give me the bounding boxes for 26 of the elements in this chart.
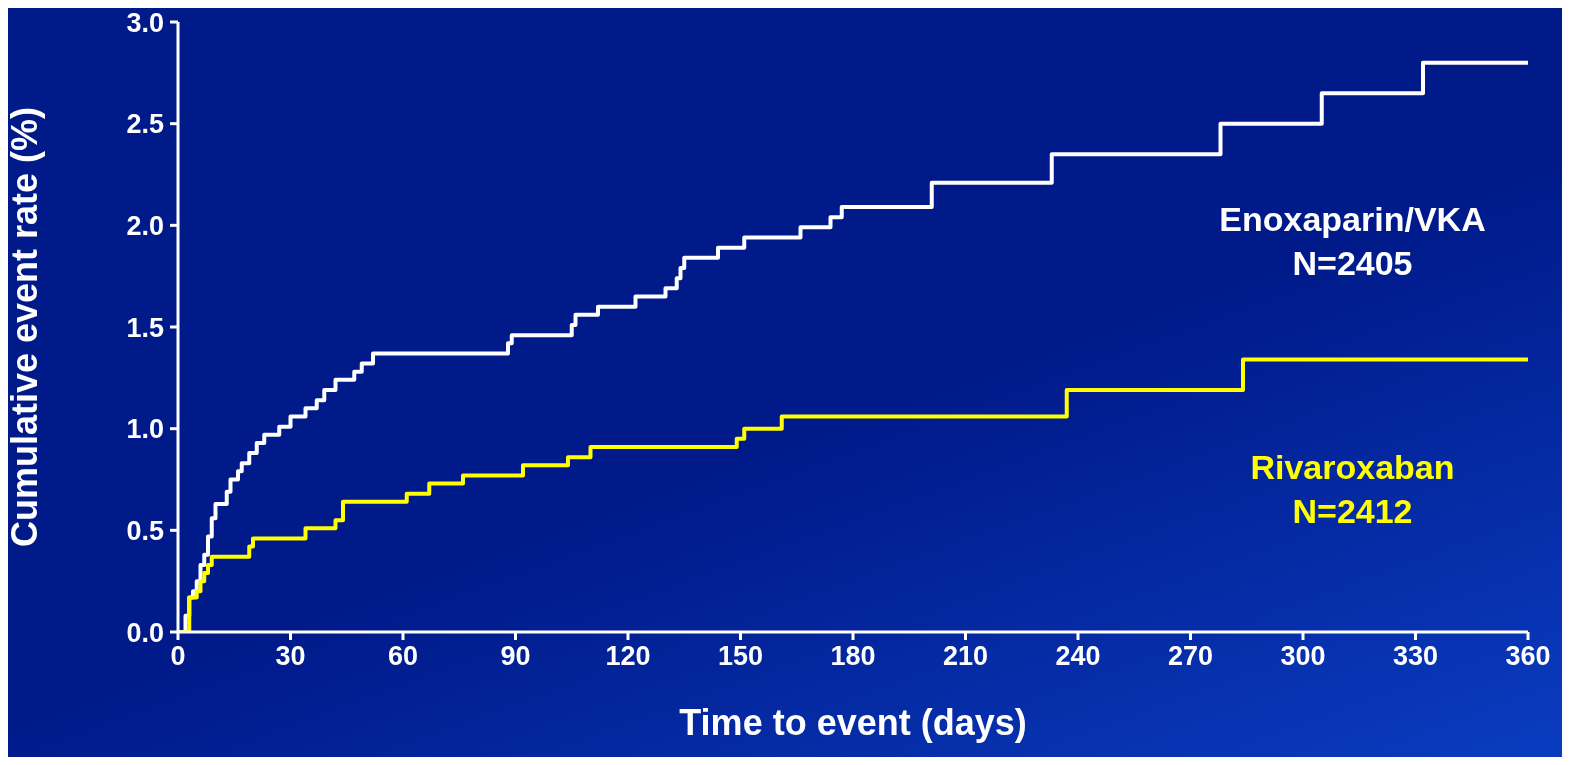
y-tick-label: 1.0 — [126, 414, 164, 445]
x-tick-label: 120 — [605, 641, 651, 672]
x-tick-label: 90 — [500, 641, 531, 672]
y-tick-label: 2.5 — [126, 109, 164, 140]
x-tick-label: 210 — [942, 641, 989, 672]
x-tick-label: 0 — [170, 641, 186, 672]
y-tick-label: 3.0 — [126, 7, 164, 38]
series-label: Enoxaparin/VKA — [1218, 199, 1487, 241]
x-axis-title: Time to event (days) — [679, 702, 1027, 743]
x-tick-label: 150 — [717, 641, 764, 672]
annotation: N=2412 — [1291, 491, 1414, 533]
series-label: Rivaroxaban — [1249, 447, 1456, 489]
y-tick-label: 0.5 — [126, 515, 164, 546]
x-tick-label: 270 — [1167, 641, 1214, 672]
annotation: N=2405 — [1291, 243, 1414, 285]
x-tick-label: 180 — [830, 641, 876, 672]
y-axis-title: Cumulative event rate (%) — [3, 106, 45, 548]
y-tick-label: 1.5 — [126, 312, 164, 343]
x-tick-label: 300 — [1280, 641, 1326, 672]
y-tick-label: 2.0 — [126, 210, 164, 241]
y-tick-label: 0.0 — [126, 617, 164, 648]
x-tick-label: 240 — [1055, 641, 1101, 672]
x-tick-label: 360 — [1505, 641, 1551, 672]
x-tick-label: 330 — [1392, 641, 1439, 672]
x-tick-label: 60 — [387, 641, 419, 672]
x-tick-label: 30 — [275, 641, 306, 672]
